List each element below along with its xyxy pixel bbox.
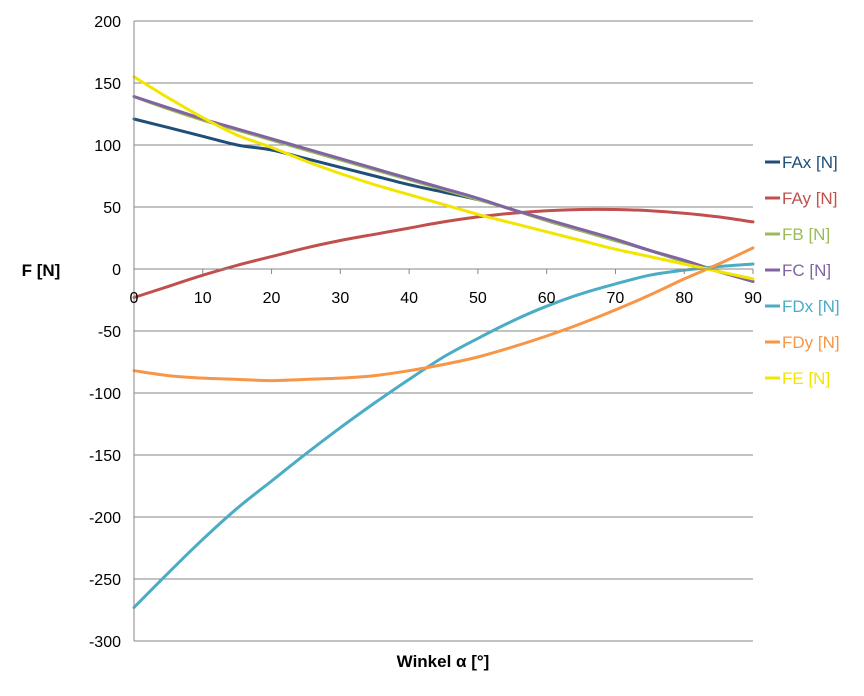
series-line-2 (132, 207, 755, 299)
y-axis-title: F [N] (22, 261, 61, 280)
y-tick-label: -100 (89, 386, 121, 403)
x-axis-title: Winkel α [°] (397, 652, 490, 671)
y-tick-label: -150 (89, 448, 121, 465)
x-tick-label: 50 (469, 290, 487, 307)
legend-label: FAy [N] (782, 189, 837, 208)
y-tick-label: 50 (103, 200, 121, 217)
series-lines (132, 75, 755, 609)
y-tick-label: 0 (112, 262, 121, 279)
y-tick-label: 150 (94, 76, 121, 93)
x-tick-label: 10 (194, 290, 212, 307)
x-tick-label: 40 (400, 290, 418, 307)
x-tick-label: 60 (538, 290, 556, 307)
x-tick-label: 80 (675, 290, 693, 307)
y-tick-label: -50 (98, 324, 121, 341)
series-line-5 (132, 262, 755, 609)
series-line-7 (132, 75, 755, 281)
x-tick-label: 20 (263, 290, 281, 307)
legend-label: FDx [N] (782, 297, 840, 316)
legend-label: FC [N] (782, 261, 831, 280)
y-tick-label: 100 (94, 138, 121, 155)
x-tick-label: 0 (130, 290, 139, 307)
series-line-1 (132, 117, 755, 283)
legend-label: FDy [N] (782, 333, 840, 352)
y-tick-label: 200 (94, 14, 121, 31)
x-axis-tick-labels: 0 10 20 30 40 50 60 70 80 90 (130, 290, 762, 307)
x-tick-label: 90 (744, 290, 762, 307)
axes (133, 21, 754, 641)
y-tick-label: -250 (89, 572, 121, 589)
x-tick-label: 70 (607, 290, 625, 307)
series-line-6 (132, 246, 755, 383)
legend-label: FAx [N] (782, 153, 838, 172)
y-tick-label: -200 (89, 510, 121, 527)
y-axis-tick-labels: 200 150 100 50 0 -50 -100 -150 -200 -250 -300 (89, 14, 121, 651)
y-tick-label: -300 (89, 634, 121, 651)
x-tick-label: 30 (331, 290, 349, 307)
legend-label: FB [N] (782, 225, 830, 244)
legend: FAx [N] FAy [N] FB [N] FC [N] FDx [N] FDy [N]… (765, 153, 840, 388)
legend-label: FE [N] (782, 369, 830, 388)
gridlines (134, 20, 753, 642)
series-line-4 (132, 95, 755, 283)
